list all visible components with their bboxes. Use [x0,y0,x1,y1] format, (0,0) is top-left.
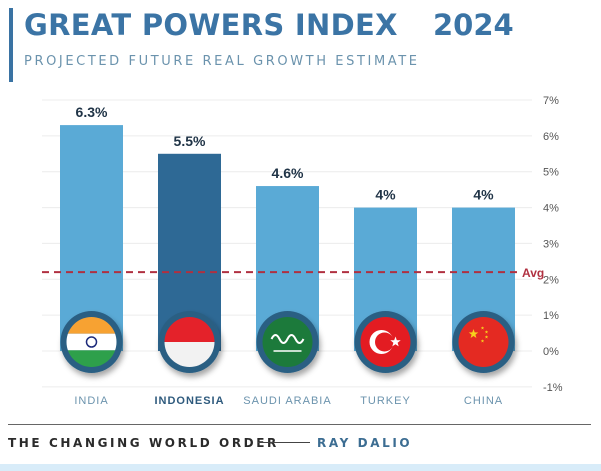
average-label: Avg [522,266,544,280]
y-tick-label: 5% [543,167,559,179]
page-subtitle: PROJECTED FUTURE REAL GROWTH ESTIMATE [24,54,420,69]
y-tick-label: 0% [543,346,559,358]
y-tick-label: 3% [543,238,559,250]
indonesia-flag [158,311,221,373]
small-star-icon [484,330,489,334]
footer-author: RAY DALIO [317,436,413,450]
year-label: 2024 [433,8,514,42]
y-tick-label: -1% [543,382,563,394]
crescent-cutout [375,332,394,352]
saudi-arabia-flag [256,311,319,373]
x-tick-label: CHINA [464,395,503,407]
chakra-icon [85,336,98,348]
page-title: GREAT POWERS INDEX [24,8,398,42]
x-tick-label: INDONESIA [154,395,224,407]
data-label: 4.6% [272,165,304,181]
data-label: 4% [375,187,396,203]
x-tick-label: INDIA [74,395,108,407]
y-tick-label: 1% [543,310,559,322]
footer-book-title: THE CHANGING WORLD ORDER [8,436,279,450]
india-flag [60,311,123,373]
turkey-flag [354,311,417,373]
y-tick-label: 2% [543,274,559,286]
shahada-script-icon [270,334,305,344]
footer-divider [8,424,591,425]
flag-stripe [66,317,117,334]
title-accent-bar [9,8,13,82]
footer-dash [258,442,310,443]
y-tick-label: 4% [543,203,559,215]
small-star-icon [480,339,485,343]
bar-chart: 7% 6% 5% 4% 3% 2% 1% 0% -1% 6.3% INDIA 5.5% INDONESI… [42,95,563,407]
data-label: 6.3% [76,104,108,120]
bottom-band [0,464,601,471]
data-label: 4% [473,187,494,203]
x-tick-label: SAUDI ARABIA [243,395,331,407]
y-tick-label: 6% [543,131,559,143]
china-flag [452,311,515,373]
flag-field [262,317,313,367]
flag-stripe [66,350,117,367]
flag-stripe [66,333,117,351]
star-icon [390,336,401,347]
flag-field [458,317,509,367]
large-star-icon [468,329,479,338]
data-label: 5.5% [174,133,206,149]
small-star-icon [480,326,485,330]
x-tick-label: TURKEY [360,395,411,407]
small-star-icon [484,335,489,339]
y-tick-label: 7% [543,95,559,107]
